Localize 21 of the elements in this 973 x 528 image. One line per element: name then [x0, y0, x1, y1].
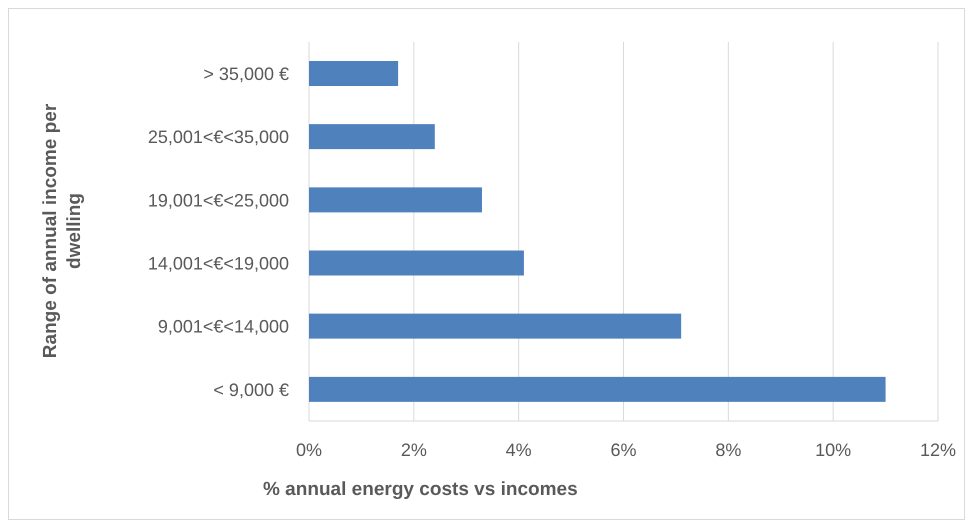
- x-tick-label: 4%: [506, 440, 532, 460]
- bar: [309, 124, 435, 150]
- x-tick-label: 6%: [610, 440, 637, 460]
- x-axis-title: % annual energy costs vs incomes: [263, 479, 578, 501]
- bar: [309, 314, 682, 339]
- bar: [309, 376, 886, 402]
- y-tick-label: > 35,000 €: [203, 64, 289, 84]
- y-tick-label: 14,001<€<19,000: [148, 253, 289, 274]
- x-tick-label: 12%: [920, 440, 956, 460]
- bar: [309, 187, 482, 212]
- y-tick-label: 25,001<€<35,000: [148, 127, 289, 148]
- y-tick-label: 9,001<€<14,000: [158, 316, 289, 337]
- bar: [309, 61, 398, 86]
- y-tick-label: 19,001<€<25,000: [148, 190, 289, 210]
- x-tick-label: 0%: [296, 440, 322, 460]
- x-tick-label: 10%: [815, 440, 852, 460]
- x-tick-label: 2%: [400, 440, 427, 460]
- y-tick-label: < 9,000 €: [213, 380, 289, 400]
- bar: [309, 250, 524, 276]
- x-tick-label: 8%: [715, 440, 742, 460]
- y-axis-title: Range of annual income per dwelling: [39, 102, 86, 360]
